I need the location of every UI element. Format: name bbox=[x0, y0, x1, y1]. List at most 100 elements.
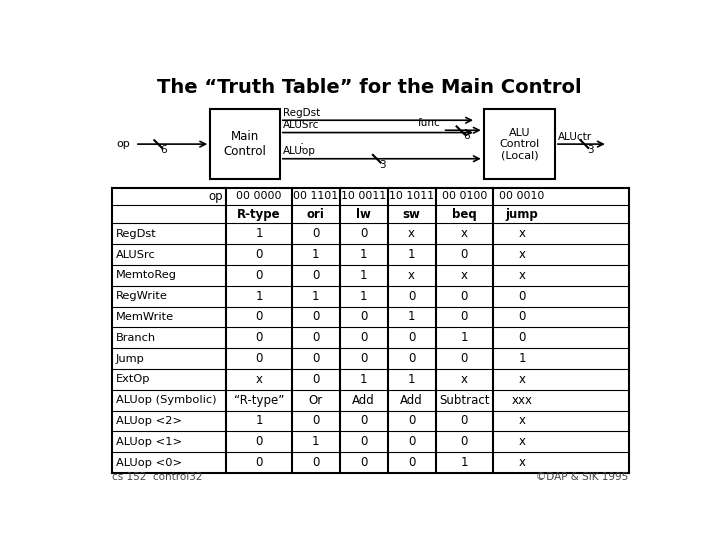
Text: 0: 0 bbox=[312, 352, 319, 365]
Text: RegWrite: RegWrite bbox=[116, 291, 168, 301]
Text: x: x bbox=[461, 227, 468, 240]
Text: The “Truth Table” for the Main Control: The “Truth Table” for the Main Control bbox=[157, 78, 581, 97]
Text: 00 0000: 00 0000 bbox=[236, 192, 282, 201]
Text: Branch: Branch bbox=[116, 333, 156, 343]
Text: 6: 6 bbox=[463, 131, 469, 141]
Text: 0: 0 bbox=[312, 456, 319, 469]
Text: x: x bbox=[518, 248, 526, 261]
Text: ALUctr: ALUctr bbox=[558, 132, 593, 142]
Text: 3: 3 bbox=[587, 145, 593, 156]
Text: x: x bbox=[408, 227, 415, 240]
Text: 0: 0 bbox=[518, 289, 526, 303]
Text: sw: sw bbox=[402, 208, 420, 221]
Text: 1: 1 bbox=[408, 248, 415, 261]
Text: beq: beq bbox=[452, 208, 477, 221]
Text: 0: 0 bbox=[360, 331, 367, 345]
Text: x: x bbox=[518, 373, 526, 386]
Text: 0: 0 bbox=[256, 435, 263, 448]
Text: ALUop <2>: ALUop <2> bbox=[116, 416, 181, 426]
Text: ori: ori bbox=[307, 208, 325, 221]
Text: 0: 0 bbox=[461, 310, 468, 323]
Text: MemtoReg: MemtoReg bbox=[116, 271, 176, 280]
Bar bbox=[210, 110, 280, 179]
Text: op: op bbox=[208, 190, 222, 203]
Text: 0: 0 bbox=[461, 414, 468, 428]
Text: xxx: xxx bbox=[512, 394, 533, 407]
Text: 00 0010: 00 0010 bbox=[500, 192, 545, 201]
Text: 0: 0 bbox=[312, 269, 319, 282]
Text: 0: 0 bbox=[256, 352, 263, 365]
Text: Or: Or bbox=[308, 394, 323, 407]
Text: 0: 0 bbox=[360, 352, 367, 365]
Text: 00 0100: 00 0100 bbox=[441, 192, 487, 201]
Text: 1: 1 bbox=[360, 373, 367, 386]
Text: 10 1011: 10 1011 bbox=[389, 192, 434, 201]
Text: x: x bbox=[518, 435, 526, 448]
Text: func: func bbox=[418, 118, 441, 128]
Text: MemWrite: MemWrite bbox=[116, 312, 174, 322]
Text: Jump: Jump bbox=[116, 354, 145, 363]
Text: lw: lw bbox=[356, 208, 371, 221]
Text: x: x bbox=[518, 227, 526, 240]
Text: RegDst: RegDst bbox=[283, 108, 320, 118]
Text: R-type: R-type bbox=[237, 208, 281, 221]
Text: 1: 1 bbox=[461, 456, 468, 469]
Text: RegDst: RegDst bbox=[116, 229, 156, 239]
Text: 6: 6 bbox=[161, 145, 167, 156]
Text: 0: 0 bbox=[461, 435, 468, 448]
Text: op: op bbox=[117, 139, 130, 149]
Text: 3: 3 bbox=[379, 160, 386, 170]
Text: jump: jump bbox=[505, 208, 539, 221]
Text: 0: 0 bbox=[360, 435, 367, 448]
Text: x: x bbox=[461, 373, 468, 386]
Text: Main
Control: Main Control bbox=[224, 130, 266, 158]
Text: 0: 0 bbox=[256, 248, 263, 261]
Text: x: x bbox=[518, 269, 526, 282]
Text: 0: 0 bbox=[408, 456, 415, 469]
Text: 1: 1 bbox=[255, 227, 263, 240]
Text: 0: 0 bbox=[256, 310, 263, 323]
Text: x: x bbox=[461, 269, 468, 282]
Text: Add: Add bbox=[400, 394, 423, 407]
Text: :: : bbox=[300, 139, 304, 152]
Text: 1: 1 bbox=[461, 331, 468, 345]
Text: 0: 0 bbox=[461, 352, 468, 365]
Text: ALUop <0>: ALUop <0> bbox=[116, 457, 181, 468]
Text: 0: 0 bbox=[312, 310, 319, 323]
Text: 1: 1 bbox=[312, 289, 319, 303]
Text: 0: 0 bbox=[312, 373, 319, 386]
Text: 1: 1 bbox=[408, 310, 415, 323]
Text: 0: 0 bbox=[518, 310, 526, 323]
Text: 0: 0 bbox=[312, 227, 319, 240]
Text: x: x bbox=[518, 414, 526, 428]
Text: ALUSrc: ALUSrc bbox=[116, 249, 156, 260]
Text: ALUop <1>: ALUop <1> bbox=[116, 437, 181, 447]
Text: 0: 0 bbox=[312, 331, 319, 345]
Text: 0: 0 bbox=[408, 289, 415, 303]
Text: 00 1101: 00 1101 bbox=[293, 192, 338, 201]
Text: x: x bbox=[408, 269, 415, 282]
Text: ALUSrc: ALUSrc bbox=[283, 120, 320, 130]
Text: “R-type”: “R-type” bbox=[234, 394, 284, 407]
Text: ALUop: ALUop bbox=[283, 146, 316, 157]
Text: 1: 1 bbox=[360, 248, 367, 261]
Text: ALUop (Symbolic): ALUop (Symbolic) bbox=[116, 395, 216, 405]
Text: 0: 0 bbox=[312, 414, 319, 428]
Text: 0: 0 bbox=[360, 227, 367, 240]
Text: Subtract: Subtract bbox=[439, 394, 490, 407]
Text: ALU
Control
(Local): ALU Control (Local) bbox=[499, 127, 539, 161]
Text: 0: 0 bbox=[256, 331, 263, 345]
Text: 1: 1 bbox=[255, 289, 263, 303]
Text: 0: 0 bbox=[461, 289, 468, 303]
Text: 1: 1 bbox=[312, 248, 319, 261]
Text: 1: 1 bbox=[312, 435, 319, 448]
Bar bbox=[484, 110, 555, 179]
Text: 0: 0 bbox=[256, 269, 263, 282]
Text: 0: 0 bbox=[408, 435, 415, 448]
Text: cs 152  control32: cs 152 control32 bbox=[112, 472, 202, 482]
Text: ExtOp: ExtOp bbox=[116, 374, 150, 384]
Text: 10 0011: 10 0011 bbox=[341, 192, 386, 201]
Text: 1: 1 bbox=[518, 352, 526, 365]
Text: x: x bbox=[256, 373, 263, 386]
Text: 1: 1 bbox=[255, 414, 263, 428]
